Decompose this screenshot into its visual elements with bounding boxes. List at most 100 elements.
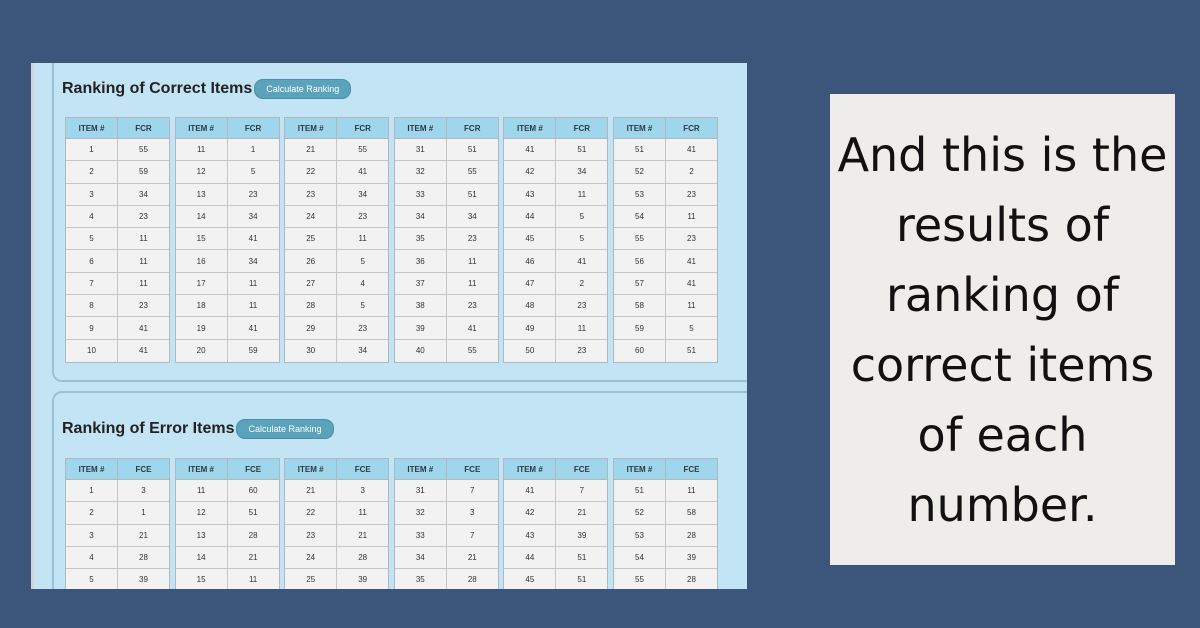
item-number-cell: 27 [285,272,338,295]
count-cell: 51 [687,346,696,356]
item-column-header: ITEM # [614,459,666,479]
item-column-header: ITEM # [66,118,118,138]
count-cell: 55 [467,167,477,177]
table-header-row: ITEM # FCE [613,459,717,480]
table-header-row: ITEM # FCE [66,459,169,480]
correct-table: ITEM # FCR 1 55 2 59 3 34 4 23 5 11 6 11 7 11 8 23 9 41 10 41 [65,117,170,363]
table-row: 18 11 [175,295,279,318]
count-cell: 23 [358,212,368,222]
table-row: 13 23 [175,183,279,206]
table-row: 49 11 [504,317,608,340]
count-cell: 7 [579,486,585,496]
table-row: 14 21 [175,546,279,570]
window-edge [31,63,34,589]
correct-table: ITEM # FCR 31 51 32 55 33 51 34 34 35 23 36 11 37 11 38 2… [393,117,499,363]
item-number-cell: 11 [176,480,228,502]
calculate-error-ranking-button[interactable]: Calculate Ranking [236,419,334,439]
count-cell: 11 [577,189,587,199]
item-number-cell: 3 [66,183,118,205]
item-number-cell: 35 [395,569,447,589]
item-number-cell: 8 [66,295,118,317]
item-number-cell: 9 [66,317,118,339]
count-cell: 23 [687,189,696,199]
table-row: 32 3 [394,502,498,525]
count-cell: 4 [360,278,365,288]
item-number-cell: 45 [504,569,557,589]
item-number-cell: 55 [614,228,666,250]
value-column-header: FCE [354,464,371,474]
correct-table: ITEM # FCR 11 1 12 5 13 23 14 34 15 41 16 34 17 11 18 11 1… [174,117,280,363]
count-cell: 5 [360,301,365,311]
table-row: 31 51 [394,139,498,162]
count-cell: 51 [577,553,587,563]
correct-ranking-section: Ranking of Correct Items Calculate Ranki… [52,63,747,382]
item-number-cell: 2 [66,161,118,183]
error-table: ITEM # FCE 51 11 52 58 53 28 54 39 55 28 [612,458,718,589]
table-row: 22 11 [285,502,389,525]
item-number-cell: 43 [504,183,557,205]
calculate-correct-ranking-button[interactable]: Calculate Ranking [254,79,352,99]
table-row: 44 51 [504,546,608,570]
value-column-header: FCE [464,464,481,474]
item-number-cell: 32 [395,161,447,183]
table-row: 23 21 [285,524,389,547]
item-number-cell: 19 [176,317,228,339]
item-number-cell: 15 [176,569,228,589]
item-number-cell: 50 [504,339,557,362]
item-number-cell: 60 [614,339,666,362]
table-row: 51 41 [613,139,717,162]
item-number-cell: 12 [176,502,228,524]
count-cell: 41 [139,323,148,333]
item-number-cell: 21 [285,139,338,161]
item-number-cell: 12 [176,161,228,183]
item-column-header: ITEM # [285,118,338,138]
table-row: 34 21 [394,546,498,570]
table-row: 41 51 [504,139,608,162]
table-row: 50 23 [504,339,607,362]
table-header-row: ITEM # FCR [613,118,717,139]
table-header-row: ITEM # FCE [175,459,279,480]
table-row: 58 11 [613,295,717,318]
count-cell: 21 [467,553,477,563]
table-header-row: ITEM # FCR [285,118,389,139]
item-number-cell: 4 [66,205,118,228]
error-table: ITEM # FCE 21 3 22 11 23 21 24 28 25 39 [284,458,390,589]
table-row: 12 5 [175,161,279,184]
table-row: 4 23 [66,205,169,229]
count-cell: 51 [467,189,477,199]
caption-card: And this is the results of ranking of co… [830,94,1175,565]
count-cell: 51 [248,508,258,518]
count-cell: 11 [468,278,477,288]
count-cell: 21 [248,553,258,563]
table-row: 25 11 [285,228,389,251]
table-row: 42 21 [504,502,608,525]
item-number-cell: 22 [285,502,338,524]
table-row: 41 7 [504,480,608,503]
item-number-cell: 25 [285,569,338,589]
value-column-header: FCR [135,123,152,133]
item-column-header: ITEM # [504,459,557,479]
app-screenshot: Ranking of Correct Items Calculate Ranki… [31,63,747,589]
item-column-header: ITEM # [614,118,666,138]
count-cell: 1 [141,508,146,518]
error-ranking-header: Ranking of Error Items Calculate Ranking [62,419,334,439]
table-row: 43 11 [504,183,608,206]
count-cell: 28 [687,530,696,540]
item-number-cell: 47 [504,272,557,295]
count-cell: 28 [248,530,258,540]
item-number-cell: 4 [66,546,118,569]
item-number-cell: 51 [614,139,666,161]
table-row: 2 59 [66,161,169,184]
item-number-cell: 6 [66,250,118,272]
item-number-cell: 32 [395,502,447,524]
correct-table: ITEM # FCR 51 41 52 2 53 23 54 11 55 23 56 41 57 41 58 11… [612,117,718,363]
count-cell: 5 [579,234,585,244]
count-cell: 41 [467,323,477,333]
item-number-cell: 37 [395,272,447,295]
table-row: 59 5 [613,317,717,340]
item-number-cell: 2 [66,502,118,524]
item-number-cell: 23 [285,524,338,546]
table-row: 12 51 [175,502,279,525]
table-row: 32 55 [394,161,498,184]
